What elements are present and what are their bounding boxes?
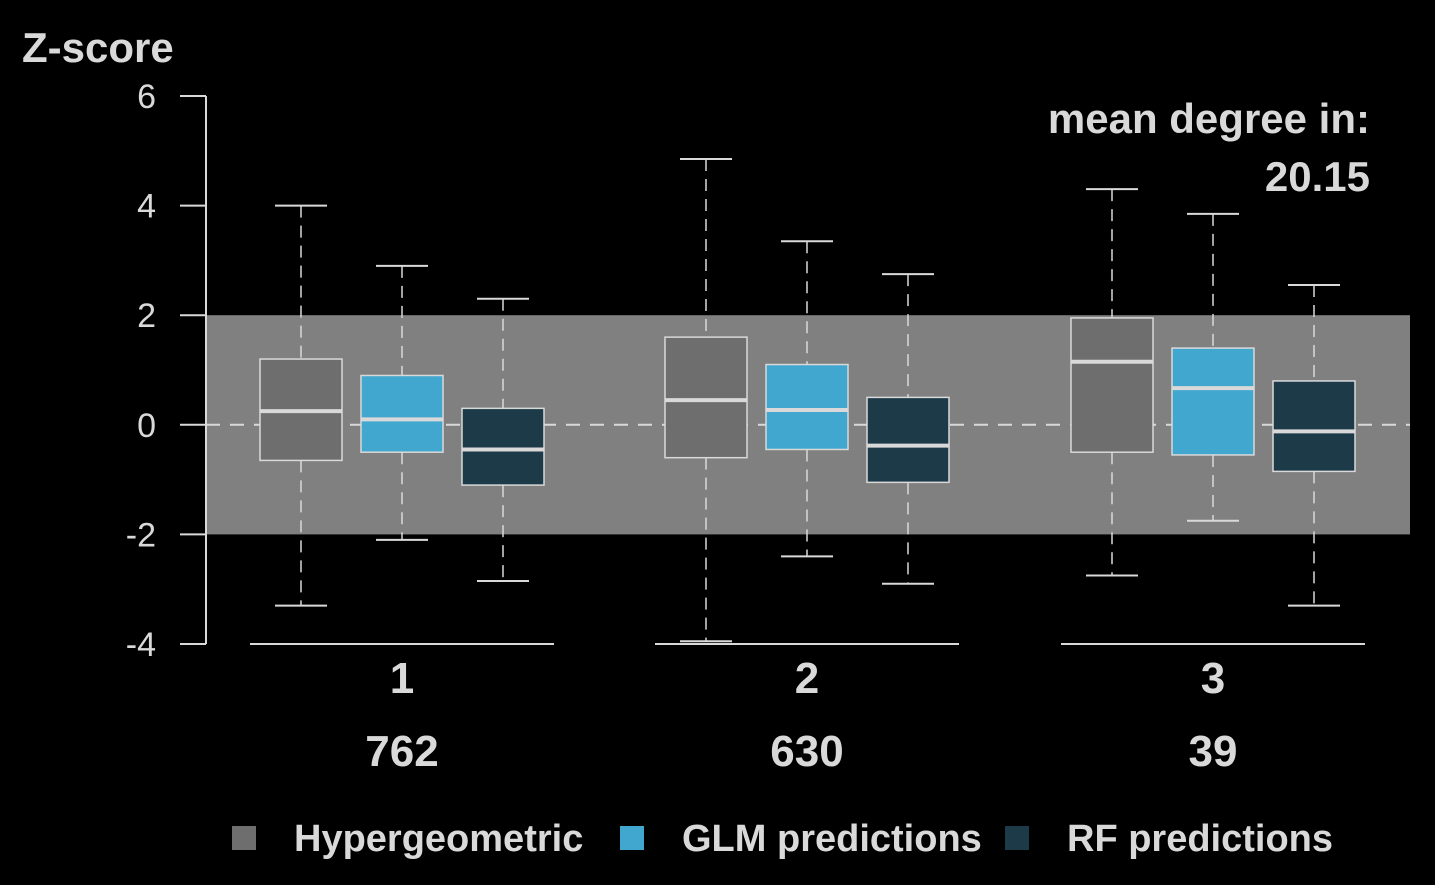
y-tick-label: -2 bbox=[126, 516, 156, 554]
box-body bbox=[461, 407, 545, 486]
box-body bbox=[664, 336, 748, 459]
box-2-2 bbox=[765, 240, 849, 558]
box-2-3 bbox=[866, 273, 950, 585]
box-3-2 bbox=[1171, 212, 1255, 522]
box-1-2 bbox=[360, 264, 444, 541]
y-axis-title: Z-score bbox=[22, 24, 174, 71]
legend-label: Hypergeometric bbox=[294, 818, 583, 860]
box-3-3 bbox=[1272, 284, 1356, 607]
y-tick-label: 2 bbox=[137, 297, 156, 335]
x-axis: 1 762 2 630 3 39 bbox=[250, 643, 1365, 776]
legend-swatch bbox=[1005, 826, 1029, 850]
box-1-3 bbox=[461, 297, 545, 582]
y-tick-label: 0 bbox=[137, 407, 156, 445]
box-body bbox=[1272, 380, 1356, 473]
box-body bbox=[1070, 317, 1154, 453]
legend-swatch bbox=[620, 826, 644, 850]
group-label: 2 bbox=[795, 654, 819, 703]
box-body bbox=[1171, 347, 1255, 456]
group-label: 3 bbox=[1201, 654, 1225, 703]
y-tick-label: 4 bbox=[137, 188, 156, 226]
group-count: 39 bbox=[1189, 727, 1238, 776]
box-layer bbox=[259, 158, 1356, 643]
box-body bbox=[360, 374, 444, 453]
box-body bbox=[866, 396, 950, 484]
legend-swatch bbox=[232, 826, 256, 850]
box-1-1 bbox=[259, 204, 343, 607]
legend-label: RF predictions bbox=[1067, 818, 1333, 860]
y-tick-label: 6 bbox=[137, 78, 156, 116]
box-2-1 bbox=[664, 158, 748, 643]
group-count: 630 bbox=[770, 727, 843, 776]
y-axis: -4 -2 0 2 4 6 bbox=[126, 78, 207, 664]
legend-label: GLM predictions bbox=[682, 818, 982, 860]
box-body bbox=[765, 363, 849, 451]
box-3-1 bbox=[1070, 188, 1154, 577]
group-label: 1 bbox=[390, 654, 414, 703]
legend: Hypergeometric GLM predictions RF predicti… bbox=[232, 818, 1333, 860]
annotation-line1: mean degree in: bbox=[1048, 95, 1370, 142]
y-tick-label: -4 bbox=[126, 626, 156, 664]
annotation-line2: 20.15 bbox=[1265, 153, 1370, 200]
group-count: 762 bbox=[365, 727, 438, 776]
